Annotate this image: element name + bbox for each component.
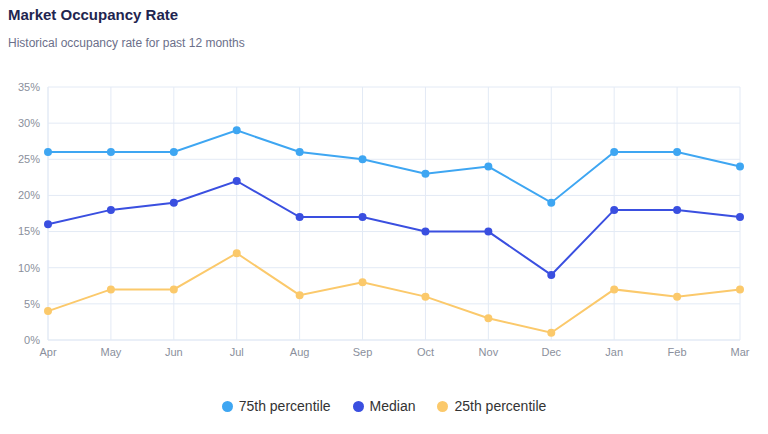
svg-text:Sep: Sep xyxy=(353,346,373,358)
html-text:Median: Median xyxy=(369,398,416,414)
svg-text:Aug: Aug xyxy=(290,346,310,358)
html-text:25th percentile: 25th percentile xyxy=(454,398,547,414)
svg-text:25%: 25% xyxy=(18,153,40,165)
svg-text:Jan: Jan xyxy=(605,346,623,358)
svg-text:35%: 35% xyxy=(18,81,40,93)
svg-text:0%: 0% xyxy=(24,334,40,346)
svg-text:Dec: Dec xyxy=(541,346,561,358)
svg-text:20%: 20% xyxy=(18,189,40,201)
html-text:75th percentile: 75th percentile xyxy=(238,398,331,414)
svg-text:Mar: Mar xyxy=(731,346,750,358)
svg-text:Apr: Apr xyxy=(39,346,56,358)
svg-text:30%: 30% xyxy=(18,117,40,129)
html-text:Market Occupancy Rate: Market Occupancy Rate xyxy=(8,6,179,23)
svg-text:Oct: Oct xyxy=(417,346,434,358)
svg-text:5%: 5% xyxy=(24,298,40,310)
svg-text:May: May xyxy=(101,346,122,358)
svg-text:10%: 10% xyxy=(18,262,40,274)
svg-text:Feb: Feb xyxy=(668,346,687,358)
html-text:Historical occupancy rate for: Historical occupancy rate for past 12 mo… xyxy=(8,36,245,50)
svg-text:15%: 15% xyxy=(18,225,40,237)
svg-text:Jul: Jul xyxy=(230,346,244,358)
svg-text:Nov: Nov xyxy=(479,346,499,358)
svg-text:Jun: Jun xyxy=(165,346,183,358)
